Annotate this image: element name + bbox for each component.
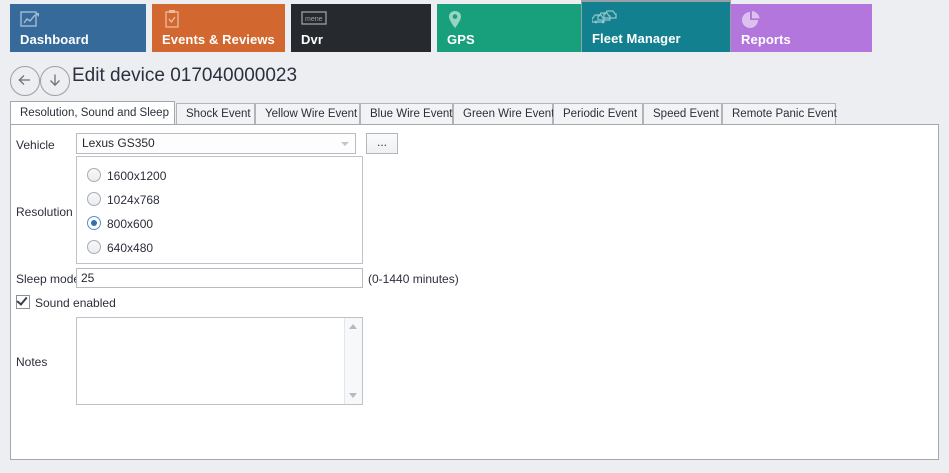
resolution-option-label: 640x480 bbox=[107, 241, 154, 255]
page-title: Edit device 017040000023 bbox=[72, 65, 298, 86]
radio-icon bbox=[87, 192, 101, 206]
tab-label: Remote Panic Event bbox=[732, 108, 837, 120]
sleep-mode-hint: (0-1440 minutes) bbox=[368, 272, 459, 286]
page-header: Edit device 017040000023 bbox=[0, 58, 949, 102]
notes-label: Notes bbox=[16, 355, 48, 369]
tab-strip: Resolution, Sound and Sleep Shock Event … bbox=[10, 101, 939, 125]
sound-enabled-label: Sound enabled bbox=[35, 296, 116, 310]
resolution-option-800x600[interactable]: 800x600 bbox=[87, 215, 153, 233]
module-tile-bar: Dashboard Events & Reviews mene Dvr GPS … bbox=[0, 0, 949, 56]
tab-green-wire-event[interactable]: Green Wire Event bbox=[453, 103, 555, 124]
clipboard-check-icon bbox=[162, 10, 275, 30]
resolution-group: 1600x1200 1024x768 800x600 640x480 bbox=[76, 156, 363, 264]
resolution-option-label: 800x600 bbox=[107, 217, 154, 231]
sleep-mode-label: Sleep mode bbox=[16, 272, 81, 286]
module-tile-label: Dvr bbox=[301, 32, 323, 47]
tab-yellow-wire-event[interactable]: Yellow Wire Event bbox=[255, 103, 360, 124]
module-tile-label: Reports bbox=[741, 32, 791, 47]
tab-remote-panic-event[interactable]: Remote Panic Event bbox=[722, 103, 837, 124]
svg-text:mene: mene bbox=[305, 16, 323, 23]
sleep-mode-input[interactable]: 25 bbox=[76, 268, 363, 288]
sound-enabled-checkbox[interactable]: Sound enabled bbox=[16, 295, 116, 311]
back-button[interactable] bbox=[10, 66, 40, 96]
chart-arrow-icon bbox=[20, 10, 136, 30]
resolution-option-label: 1600x1200 bbox=[107, 169, 167, 183]
map-pin-icon bbox=[447, 10, 575, 30]
scroll-down-icon[interactable] bbox=[349, 393, 357, 398]
chevron-down-icon bbox=[341, 142, 349, 146]
radio-icon bbox=[87, 216, 101, 230]
resolution-option-label: 1024x768 bbox=[107, 193, 160, 207]
module-tile-label: Events & Reviews bbox=[162, 32, 275, 47]
tab-blue-wire-event[interactable]: Blue Wire Event bbox=[360, 103, 453, 124]
settings-panel: Vehicle Lexus GS350 ... Resolution 1600x… bbox=[10, 124, 939, 460]
notes-field[interactable] bbox=[76, 317, 363, 405]
sleep-mode-value: 25 bbox=[81, 271, 95, 285]
vehicle-select-value: Lexus GS350 bbox=[82, 136, 155, 150]
module-tile-dvr[interactable]: mene Dvr bbox=[291, 4, 431, 52]
arrow-down-circle-icon bbox=[41, 72, 69, 88]
pie-chart-icon bbox=[741, 10, 862, 30]
arrow-left-circle-icon bbox=[11, 72, 39, 88]
module-tile-gps[interactable]: GPS bbox=[437, 4, 585, 52]
module-tile-label: GPS bbox=[447, 32, 475, 47]
tab-periodic-event[interactable]: Periodic Event bbox=[553, 103, 643, 124]
tab-resolution-sound-and-sleep[interactable]: Resolution, Sound and Sleep bbox=[10, 101, 175, 124]
vehicle-browse-button[interactable]: ... bbox=[366, 133, 398, 154]
tab-shock-event[interactable]: Shock Event bbox=[176, 103, 255, 124]
notes-scrollbar[interactable] bbox=[344, 318, 362, 404]
tab-label: Yellow Wire Event bbox=[265, 108, 358, 120]
module-tile-label: Fleet Manager bbox=[592, 31, 681, 46]
tab-label: Speed Event bbox=[653, 108, 719, 120]
radio-icon bbox=[87, 240, 101, 254]
tab-label: Green Wire Event bbox=[463, 108, 555, 120]
vehicle-select[interactable]: Lexus GS350 bbox=[76, 133, 356, 154]
checkbox-icon bbox=[16, 295, 30, 309]
module-tile-dashboard[interactable]: Dashboard bbox=[10, 4, 146, 52]
resolution-label: Resolution bbox=[16, 205, 73, 219]
tab-label: Blue Wire Event bbox=[370, 108, 453, 120]
tab-label: Shock Event bbox=[186, 108, 251, 120]
module-tile-events-reviews[interactable]: Events & Reviews bbox=[152, 4, 285, 52]
resolution-option-640x480[interactable]: 640x480 bbox=[87, 239, 153, 257]
tab-speed-event[interactable]: Speed Event bbox=[643, 103, 722, 124]
download-button[interactable] bbox=[40, 66, 70, 96]
resolution-option-1024x768[interactable]: 1024x768 bbox=[87, 191, 160, 209]
tab-label: Resolution, Sound and Sleep bbox=[20, 107, 169, 119]
vehicle-label: Vehicle bbox=[16, 138, 55, 152]
notes-input[interactable] bbox=[77, 318, 345, 404]
resolution-option-1600x1200[interactable]: 1600x1200 bbox=[87, 167, 166, 185]
tab-label: Periodic Event bbox=[563, 108, 638, 120]
scroll-up-icon[interactable] bbox=[349, 324, 357, 329]
dvr-device-icon: mene bbox=[301, 10, 421, 30]
module-tile-reports[interactable]: Reports bbox=[731, 4, 872, 52]
radio-icon bbox=[87, 168, 101, 182]
module-tile-label: Dashboard bbox=[20, 32, 89, 47]
vehicles-icon bbox=[591, 8, 720, 28]
module-tile-fleet-manager[interactable]: Fleet Manager bbox=[581, 0, 731, 52]
